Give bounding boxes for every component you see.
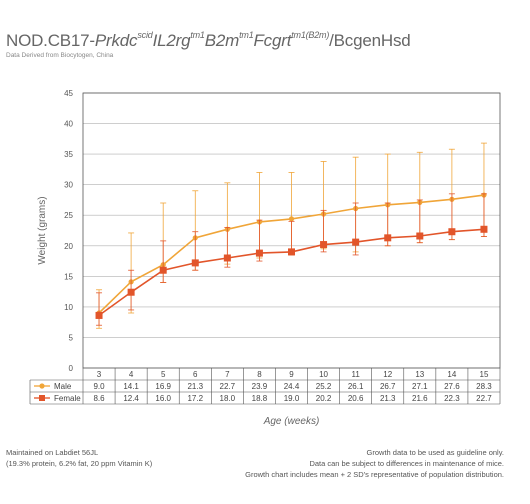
x-tick-label: 6: [193, 370, 198, 379]
x-tick-label: 8: [257, 370, 262, 379]
footer-right-line-3: Growth chart includes mean + 2 SD's repr…: [245, 470, 504, 479]
title-gene-3: B2m: [204, 31, 240, 50]
x-tick-label: 5: [161, 370, 166, 379]
title-gene-2: IL2rg: [152, 31, 191, 50]
title-sup-2: tm1: [190, 30, 205, 40]
chart-subtitle: Data Derived from Biocytogen, China: [6, 52, 114, 59]
female-table-value: 20.2: [316, 394, 332, 403]
male-table-value: 9.0: [93, 382, 105, 391]
x-tick-label: 11: [351, 370, 360, 379]
male-data-point: [288, 216, 295, 222]
x-axis-label: Age (weeks): [263, 416, 320, 427]
title-prefix: NOD.CB17-: [6, 31, 95, 50]
female-table-value: 17.2: [187, 394, 203, 403]
x-tick-label: 10: [319, 370, 328, 379]
female-data-point: [191, 259, 199, 267]
female-data-point: [159, 266, 167, 274]
footer-right-line-1: Growth data to be used as guideline only…: [366, 448, 504, 457]
male-table-value: 23.9: [252, 382, 268, 391]
y-tick-label: 40: [64, 120, 73, 129]
female-data-point: [448, 228, 456, 236]
male-table-value: 27.1: [412, 382, 428, 391]
male-table-value: 25.2: [316, 382, 332, 391]
y-tick-label: 35: [64, 150, 73, 159]
male-legend-marker: [39, 383, 45, 389]
y-axis-label: Weight (grams): [37, 196, 48, 264]
female-table-value: 20.6: [348, 394, 364, 403]
y-tick-label: 30: [64, 181, 73, 190]
y-tick-label: 10: [64, 303, 73, 312]
female-data-point: [255, 249, 263, 257]
y-tick-label: 15: [64, 272, 73, 281]
x-tick-label: 13: [415, 370, 424, 379]
female-table-value: 21.6: [412, 394, 428, 403]
female-table-value: 22.3: [444, 394, 460, 403]
male-table-value: 16.9: [155, 382, 171, 391]
male-table-value: 22.7: [220, 382, 236, 391]
footer-diet-note: Maintained on Labdiet 56JL (19.3% protei…: [6, 447, 152, 469]
female-legend-label: Female: [54, 394, 81, 403]
x-tick-label: 14: [447, 370, 456, 379]
x-tick-label: 12: [383, 370, 392, 379]
plot-area-border: [82, 92, 501, 369]
male-table-value: 27.6: [444, 382, 460, 391]
x-tick-label: 9: [289, 370, 294, 379]
female-data-point: [223, 254, 231, 262]
male-legend-label: Male: [54, 382, 72, 391]
footer-left-line-1: Maintained on Labdiet 56JL: [6, 448, 99, 457]
male-table-value: 26.7: [380, 382, 396, 391]
footer-right-line-2: Data can be subject to differences in ma…: [309, 459, 504, 468]
male-table-value: 24.4: [284, 382, 300, 391]
title-sup-3: tm1: [239, 30, 254, 40]
female-table-value: 16.0: [155, 394, 171, 403]
y-tick-label: 5: [69, 333, 74, 342]
y-tick-label: 45: [64, 89, 73, 98]
x-tick-label: 4: [129, 370, 134, 379]
x-tick-label: 15: [480, 370, 489, 379]
title-suffix: /BcgenHsd: [329, 31, 411, 50]
x-tick-label: 7: [225, 370, 230, 379]
female-legend-marker: [39, 395, 45, 401]
y-tick-label: 0: [69, 364, 74, 373]
female-data-point: [288, 248, 295, 256]
female-data-point: [95, 311, 103, 319]
footer-left-line-2: (19.3% protein, 6.2% fat, 20 ppm Vitamin…: [6, 459, 153, 468]
female-table-value: 22.7: [476, 394, 492, 403]
female-table-value: 12.4: [123, 394, 139, 403]
female-data-point: [320, 241, 328, 249]
chart-title: NOD.CB17-PrkdcscidIL2rgtm1B2mtm1Fcgrttm1…: [6, 30, 411, 51]
female-data-point: [352, 238, 360, 246]
female-table-value: 8.6: [93, 394, 105, 403]
title-gene-1: Prkdc: [94, 31, 138, 50]
male-table-value: 21.3: [187, 382, 203, 391]
y-tick-label: 20: [64, 242, 73, 251]
male-table-value: 14.1: [123, 382, 139, 391]
female-table-value: 21.3: [380, 394, 396, 403]
female-data-point: [416, 232, 424, 240]
female-data-point: [127, 288, 135, 296]
female-data-point: [480, 225, 488, 233]
footer-disclaimer: Growth data to be used as guideline only…: [245, 447, 504, 480]
female-data-point: [384, 234, 392, 242]
title-sup-4: tm1(B2m): [291, 30, 330, 40]
title-gene-4: Fcgrt: [253, 31, 292, 50]
y-tick-label: 25: [64, 211, 73, 220]
female-table-value: 18.0: [220, 394, 236, 403]
male-table-value: 28.3: [476, 382, 492, 391]
female-table-value: 18.8: [252, 394, 268, 403]
x-tick-label: 3: [97, 370, 102, 379]
title-sup-1: scid: [137, 30, 153, 40]
male-table-value: 26.1: [348, 382, 364, 391]
female-table-value: 19.0: [284, 394, 300, 403]
